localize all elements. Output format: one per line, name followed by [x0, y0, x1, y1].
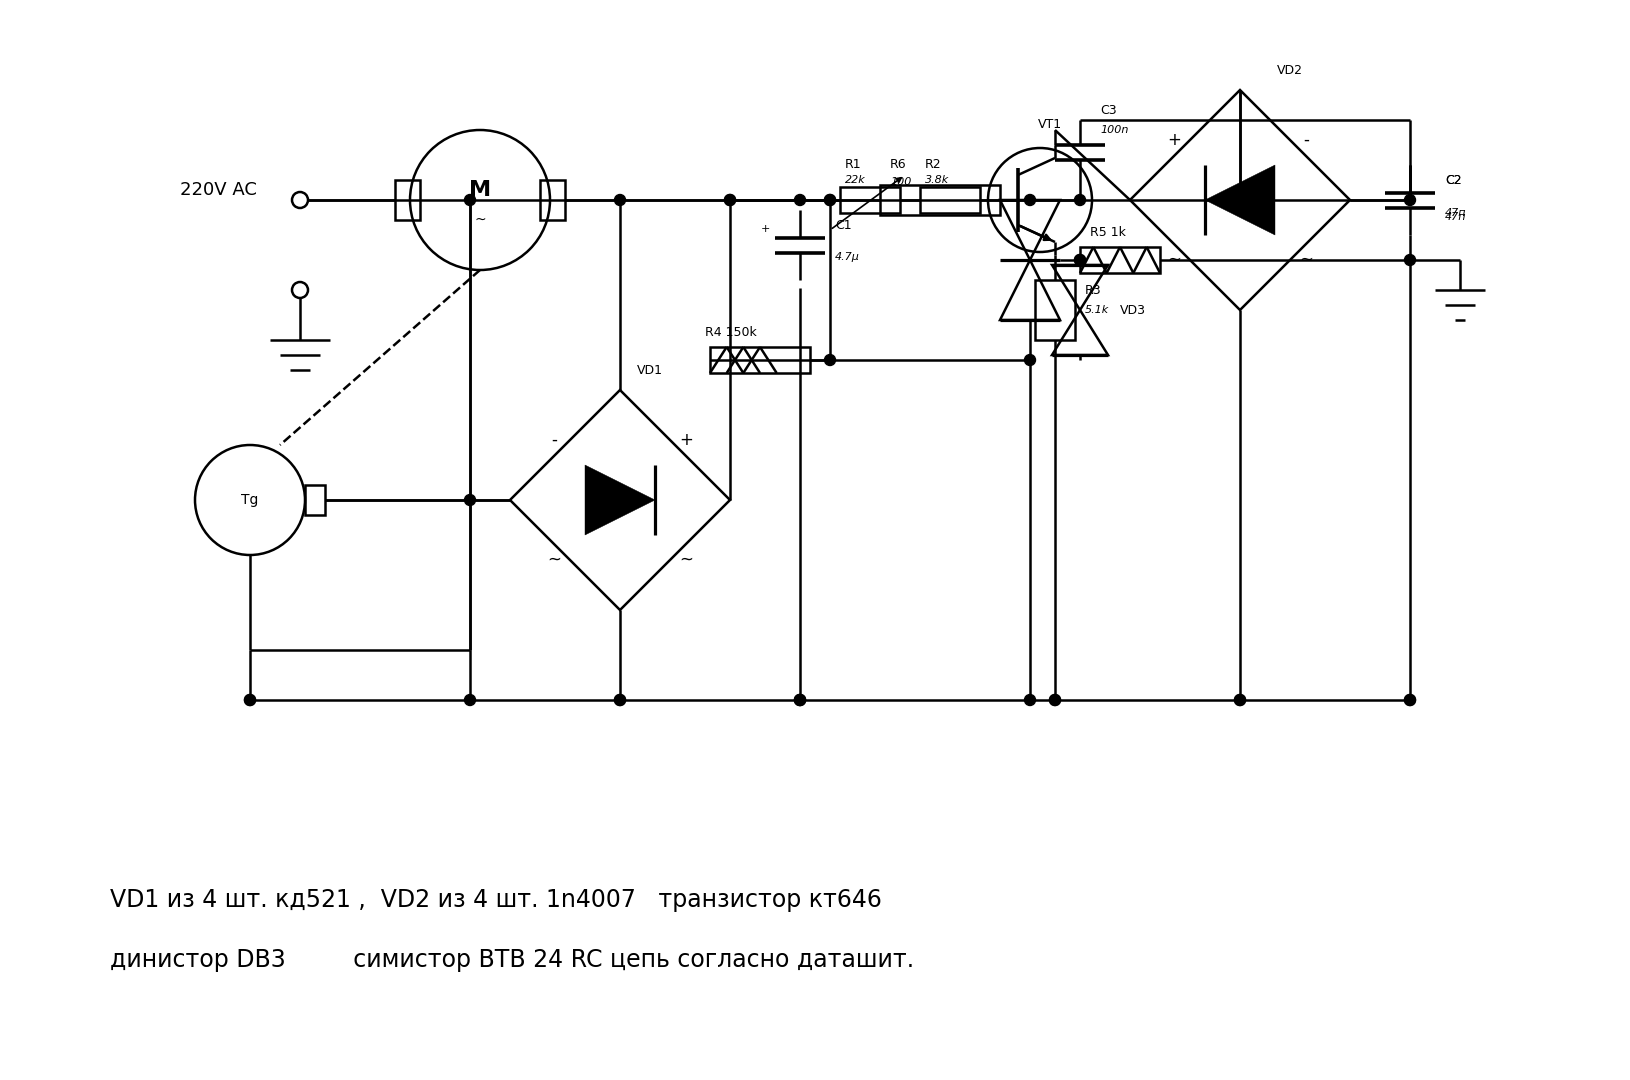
Circle shape: [794, 194, 805, 205]
Bar: [540, 180, 566, 220]
Circle shape: [1234, 194, 1245, 205]
Text: ~: ~: [680, 551, 693, 569]
Text: 100n: 100n: [1100, 125, 1128, 135]
Circle shape: [615, 694, 626, 705]
Circle shape: [1234, 694, 1245, 705]
Text: R3: R3: [1086, 283, 1102, 297]
Circle shape: [1050, 694, 1061, 705]
Text: R5 1k: R5 1k: [1090, 226, 1126, 239]
Text: +: +: [760, 225, 769, 234]
Circle shape: [244, 694, 256, 705]
Circle shape: [465, 194, 476, 205]
Text: ~: ~: [1299, 251, 1314, 269]
Circle shape: [465, 694, 476, 705]
Circle shape: [615, 194, 626, 205]
Text: C1: C1: [835, 219, 851, 232]
Circle shape: [825, 354, 836, 365]
Circle shape: [1050, 694, 1061, 705]
Bar: [1081, 247, 1161, 273]
Text: C3: C3: [1100, 104, 1117, 117]
Text: ~: ~: [548, 551, 561, 569]
Text: C2: C2: [1446, 174, 1462, 187]
Circle shape: [1074, 194, 1086, 205]
Bar: [880, 185, 999, 215]
Circle shape: [825, 194, 836, 205]
Circle shape: [1025, 194, 1035, 205]
Circle shape: [724, 194, 735, 205]
Text: R4 150k: R4 150k: [706, 325, 756, 338]
Text: +: +: [680, 431, 693, 449]
Text: C2: C2: [1446, 174, 1462, 187]
Circle shape: [794, 694, 805, 705]
Text: 47п: 47п: [1446, 207, 1467, 217]
Circle shape: [1405, 255, 1415, 266]
Text: -: -: [551, 431, 557, 449]
Circle shape: [1074, 255, 1086, 266]
Text: 47п: 47п: [1446, 213, 1467, 222]
Text: R2: R2: [924, 159, 942, 172]
Circle shape: [1025, 694, 1035, 705]
Circle shape: [794, 694, 805, 705]
Circle shape: [615, 694, 626, 705]
Text: M: M: [469, 180, 491, 200]
Circle shape: [1025, 354, 1035, 365]
Circle shape: [1234, 694, 1245, 705]
Text: 4.7μ: 4.7μ: [835, 253, 861, 262]
Circle shape: [465, 495, 476, 505]
Text: 3.8k: 3.8k: [924, 175, 949, 185]
Text: VD1 из 4 шт. кд521 ,  VD2 из 4 шт. 1n4007   транзистор кт646: VD1 из 4 шт. кд521 , VD2 из 4 шт. 1n4007…: [109, 888, 882, 912]
Text: 100: 100: [890, 177, 911, 187]
Polygon shape: [585, 465, 655, 535]
Circle shape: [825, 194, 836, 205]
Text: 22k: 22k: [844, 175, 866, 185]
Bar: [839, 187, 900, 213]
Text: 5.1k: 5.1k: [1086, 305, 1110, 315]
Circle shape: [1405, 194, 1415, 205]
Text: VD3: VD3: [1120, 303, 1146, 316]
Text: 220V AC: 220V AC: [179, 181, 258, 199]
Polygon shape: [1205, 165, 1275, 235]
Text: R1: R1: [844, 159, 862, 172]
Bar: [394, 180, 421, 220]
Circle shape: [1405, 694, 1415, 705]
Circle shape: [1074, 255, 1086, 266]
Text: -: -: [1302, 131, 1309, 149]
Text: Tg: Tg: [241, 492, 259, 507]
Circle shape: [724, 194, 735, 205]
Text: +: +: [1167, 131, 1182, 149]
Circle shape: [244, 694, 256, 705]
Text: VD2: VD2: [1276, 64, 1302, 77]
Text: R6: R6: [890, 159, 906, 172]
Bar: [305, 485, 324, 515]
Bar: [919, 187, 980, 213]
Bar: [711, 347, 810, 373]
Text: ~: ~: [1167, 251, 1182, 269]
Circle shape: [794, 694, 805, 705]
Text: динистор DB3         симистор BTB 24 RC цепь согласно даташит.: динистор DB3 симистор BTB 24 RC цепь сог…: [109, 948, 914, 972]
Text: ~: ~: [474, 213, 486, 227]
Circle shape: [1405, 694, 1415, 705]
Bar: [1035, 280, 1076, 340]
Text: VT1: VT1: [1038, 119, 1063, 132]
Text: VD1: VD1: [637, 364, 663, 377]
